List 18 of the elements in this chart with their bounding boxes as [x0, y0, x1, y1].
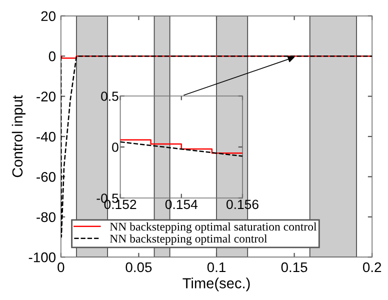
y-tick-label: -100: [28, 252, 56, 262]
x-tick-label: 0.15: [281, 262, 308, 272]
x-axis-title: Time(sec.): [182, 278, 250, 292]
x-tick-label: 0: [58, 262, 64, 272]
legend-label: NN backstepping optimal control: [110, 234, 268, 246]
y-tick-label: -40: [36, 132, 56, 142]
y-axis-title: Control input: [12, 95, 26, 178]
y-tick-label: -60: [36, 172, 56, 182]
y-tick-label: -20: [36, 92, 56, 102]
y-tick-label: 0: [112, 142, 118, 152]
line-series: [120, 139, 242, 154]
y-tick-label: -80: [36, 212, 56, 222]
y-tick-label: 0: [48, 51, 56, 62]
x-tick-label: 0.05: [126, 262, 152, 272]
y-tick-label: 20: [41, 11, 56, 22]
x-tick-label: 0.2: [362, 262, 382, 272]
legend-label: NN backstepping optimal saturation control: [110, 222, 317, 234]
x-tick-label: 0.1: [207, 262, 226, 272]
